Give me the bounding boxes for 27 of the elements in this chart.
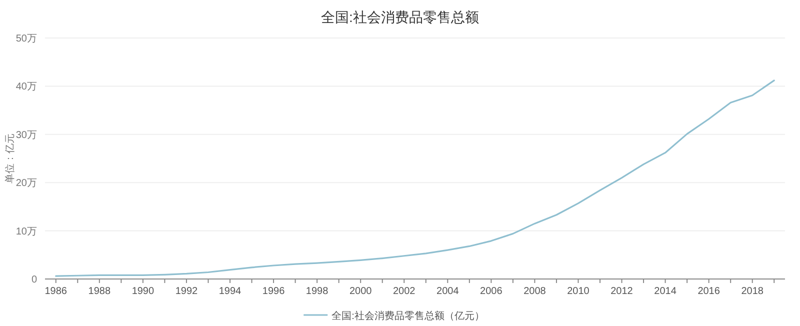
- x-tick-label: 2008: [524, 286, 546, 297]
- y-tick-label: 10万: [16, 226, 37, 238]
- x-tick-label: 2014: [654, 286, 677, 297]
- x-tick-label: 1990: [132, 286, 154, 297]
- chart-title: 全国:社会消费品零售总额: [321, 9, 479, 25]
- legend: 全国:社会消费品零售总额（亿元）: [304, 311, 484, 322]
- x-tick-label: 1998: [306, 286, 329, 297]
- y-tick-label: 0: [31, 274, 38, 286]
- x-tick-label: 2016: [698, 286, 720, 297]
- y-tick-label: 30万: [16, 130, 37, 141]
- y-tick-label: 50万: [16, 34, 37, 44]
- x-tick-label: 1992: [175, 286, 198, 297]
- y-tick-label: 20万: [16, 178, 37, 190]
- y-tick-label: 40万: [16, 82, 37, 93]
- x-tick-label: 2002: [392, 286, 416, 297]
- y-axis-title: 单位：亿元: [4, 134, 16, 184]
- x-tick-label: 2010: [567, 286, 590, 297]
- x-tick-label: 2006: [480, 286, 503, 297]
- x-tick-label: 2004: [436, 286, 460, 297]
- legend-label: 全国:社会消费品零售总额（亿元）: [332, 310, 484, 322]
- x-tick-label: 2000: [349, 286, 372, 297]
- x-tick-label: 2012: [610, 286, 634, 297]
- x-tick-label: 1988: [88, 286, 111, 297]
- x-tick-label: 2018: [741, 286, 764, 297]
- x-tick-label: 1996: [262, 286, 286, 297]
- x-tick-label: 1986: [44, 286, 68, 297]
- x-tick-label: 1994: [218, 286, 242, 297]
